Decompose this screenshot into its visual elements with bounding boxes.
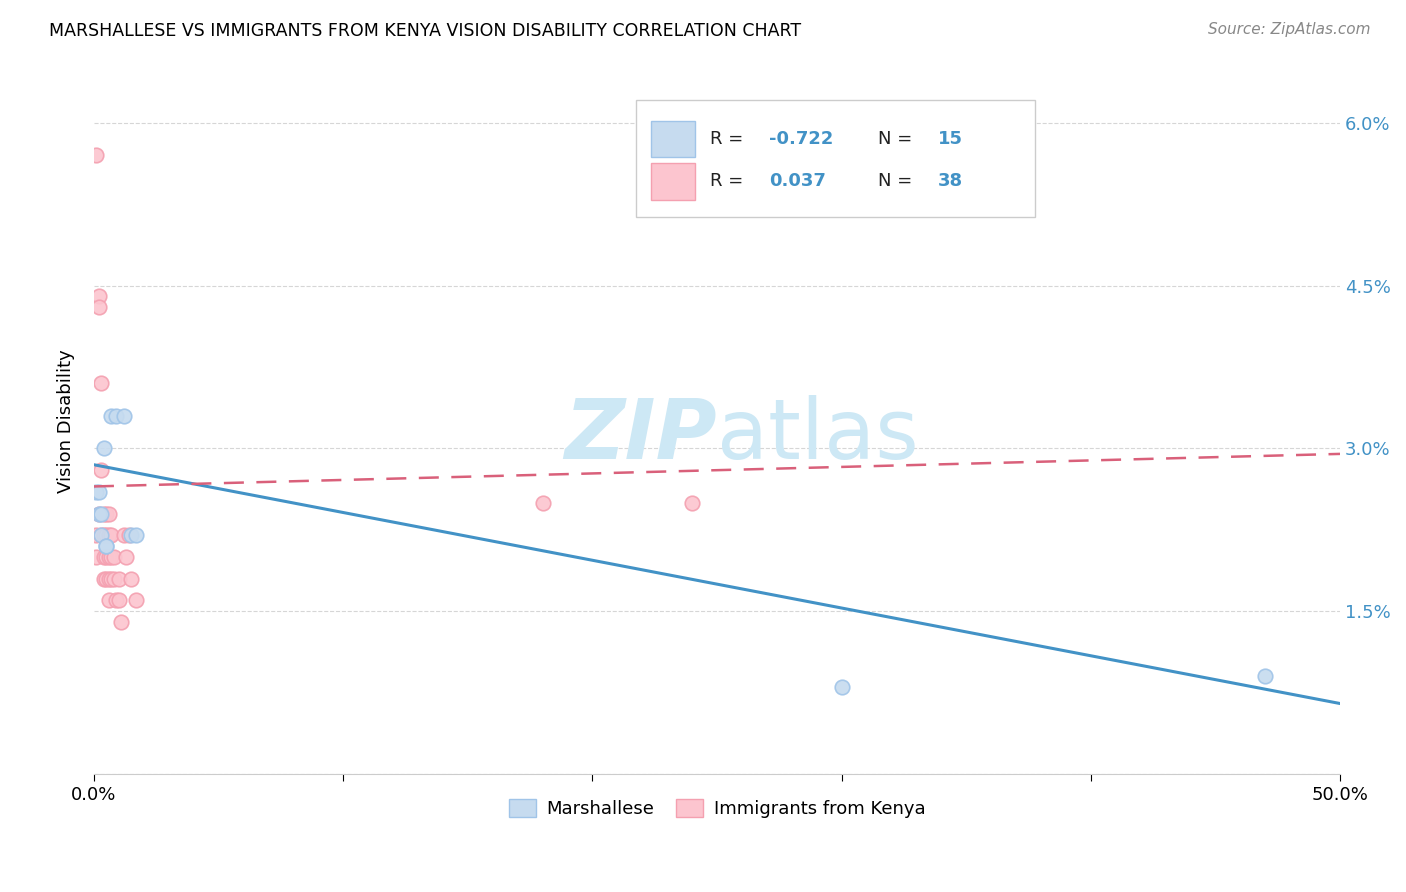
Point [97,593,120,607]
Legend: Marshallese, Immigrants from Kenya: Marshallese, Immigrants from Kenya [502,791,932,825]
Point [1254,669,1277,683]
FancyBboxPatch shape [636,100,1035,217]
Point [97,528,120,542]
Point [103,549,125,564]
Point [87,507,110,521]
Point [96,539,118,553]
Point [681,496,703,510]
Text: Source: ZipAtlas.com: Source: ZipAtlas.com [1208,22,1371,37]
Point [96,507,118,521]
Point [110,615,132,629]
Point [96,528,118,542]
Point [96,539,118,553]
Text: R =: R = [710,130,748,148]
Point [831,680,853,694]
Point [86,549,108,564]
Point [86,484,108,499]
Point [103,572,125,586]
Point [86,148,108,162]
Point [87,484,110,499]
Point [90,463,112,477]
Point [118,528,141,542]
Point [87,301,110,315]
Text: atlas: atlas [717,395,920,476]
Point [100,409,122,423]
Point [97,507,120,521]
Point [90,376,112,391]
Text: -0.722: -0.722 [769,130,834,148]
Point [93,507,115,521]
Point [108,593,131,607]
Point [86,528,108,542]
Point [90,507,112,521]
Point [125,528,148,542]
Text: ZIP: ZIP [564,395,717,476]
Text: 38: 38 [938,172,963,190]
Point [97,572,120,586]
Point [108,572,131,586]
Point [112,528,135,542]
Point [93,549,115,564]
Point [93,572,115,586]
FancyBboxPatch shape [651,163,695,200]
Point [97,549,120,564]
Point [96,549,118,564]
Point [115,549,138,564]
Point [112,409,135,423]
Text: 15: 15 [938,130,963,148]
Text: 0.037: 0.037 [769,172,827,190]
Point [105,593,128,607]
Point [93,528,115,542]
Point [120,528,142,542]
Point [90,528,112,542]
Point [96,572,118,586]
Point [125,593,148,607]
Point [93,442,115,456]
Text: N =: N = [877,130,918,148]
Point [87,507,110,521]
Text: R =: R = [710,172,748,190]
Point [100,572,122,586]
Text: MARSHALLESE VS IMMIGRANTS FROM KENYA VISION DISABILITY CORRELATION CHART: MARSHALLESE VS IMMIGRANTS FROM KENYA VIS… [49,22,801,40]
Point [87,289,110,303]
Point [105,409,128,423]
Point [100,528,122,542]
Text: N =: N = [877,172,918,190]
FancyBboxPatch shape [651,120,695,157]
Point [90,528,112,542]
Point [120,572,142,586]
Point [531,496,554,510]
Point [100,549,122,564]
Y-axis label: Vision Disability: Vision Disability [58,350,75,493]
